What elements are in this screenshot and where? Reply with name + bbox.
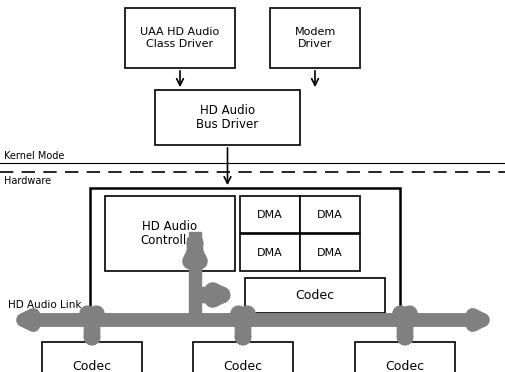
Text: DMA: DMA xyxy=(257,209,282,219)
Bar xyxy=(42,342,142,372)
Text: Kernel Mode: Kernel Mode xyxy=(4,151,64,161)
Bar xyxy=(299,196,359,233)
Text: HD Audio
Bus Driver: HD Audio Bus Driver xyxy=(196,103,258,131)
Bar xyxy=(236,320,248,342)
Bar xyxy=(192,342,292,372)
Bar xyxy=(189,232,200,318)
Text: Codec: Codec xyxy=(385,359,424,372)
Text: DMA: DMA xyxy=(257,247,282,257)
Text: DMA: DMA xyxy=(317,247,342,257)
Bar xyxy=(155,90,299,145)
Text: Codec: Codec xyxy=(295,289,334,302)
Bar xyxy=(86,320,98,342)
Text: Codec: Codec xyxy=(72,359,111,372)
Bar xyxy=(270,8,359,68)
Text: Hardware: Hardware xyxy=(4,176,51,186)
Text: Codec: Codec xyxy=(223,359,262,372)
Bar xyxy=(299,234,359,271)
Bar xyxy=(105,196,234,271)
Text: DMA: DMA xyxy=(317,209,342,219)
Bar xyxy=(125,8,234,68)
Bar xyxy=(239,234,299,271)
Bar xyxy=(244,278,384,313)
Bar xyxy=(398,320,410,342)
Bar xyxy=(239,196,299,233)
Text: HD Audio Link: HD Audio Link xyxy=(8,300,81,310)
Text: UAA HD Audio
Class Driver: UAA HD Audio Class Driver xyxy=(140,27,219,49)
Bar xyxy=(355,342,454,372)
Text: Modem
Driver: Modem Driver xyxy=(294,27,335,49)
Bar xyxy=(90,188,399,318)
Text: HD Audio
Controller: HD Audio Controller xyxy=(140,219,199,247)
